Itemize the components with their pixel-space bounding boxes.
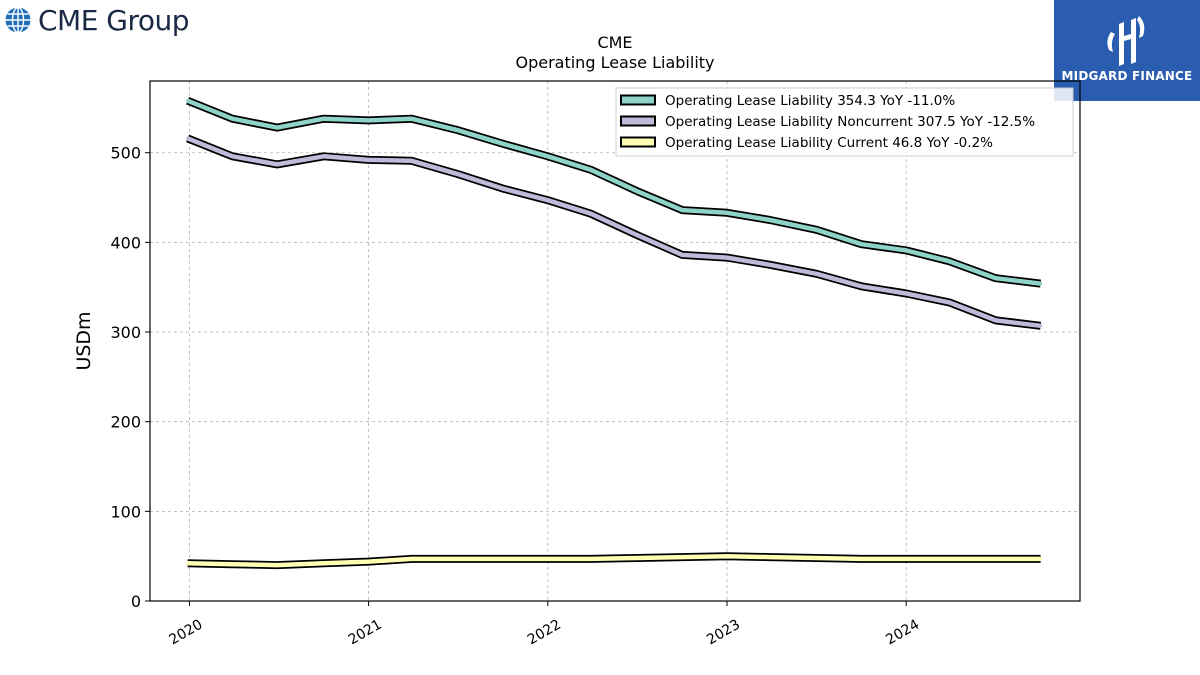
series-point [859,284,864,288]
midgard-finance-logo-text: MIDGARD FINANCE [1061,69,1193,83]
series-point [367,118,371,122]
series-point [1039,557,1043,561]
series-line [186,136,1041,329]
legend-label: Operating Lease Liability Current 46.8 Y… [665,135,993,151]
series-point [815,556,819,560]
x-tick-label: 2024 [883,617,922,649]
y-tick-label: 500 [110,144,141,163]
series-point [994,276,998,280]
series-point [635,556,640,560]
series-point [546,154,550,158]
series-point [275,563,279,567]
series-point [589,557,593,561]
series-point [725,554,729,558]
cme-group-logo: CME Group [4,2,190,38]
y-tick-label: 300 [110,323,141,342]
globe-icon [5,6,31,34]
series-point [501,557,505,561]
plot-frame [149,80,1081,602]
series-point [994,557,998,561]
y-tick-label: 0 [131,592,141,611]
axes: 0 100 200 300 400 500 2020 2021 2022 2023 2024 [110,144,922,649]
series-point [768,218,772,222]
series-point [904,557,908,561]
series-line [186,98,1041,286]
series-point [725,211,729,215]
series-point [230,154,234,158]
legend-swatch [620,136,656,148]
midgard-finance-logo: MIDGARD FINANCE [1054,0,1200,101]
series-point [275,126,279,130]
series-point [186,561,190,565]
series-point [230,117,234,121]
series-point [768,263,772,267]
series-point [410,117,414,121]
y-tick-label: 200 [110,413,141,432]
series-line-outline [186,134,1042,330]
series-point [815,228,819,232]
series-point [501,187,505,191]
x-tick-label: 2021 [346,617,385,649]
series-point [456,172,460,176]
series-point [186,99,190,103]
series-layer [186,96,1043,570]
series-point [680,208,684,212]
legend-label: Operating Lease Liability Noncurrent 307… [665,114,1035,130]
series-point [456,128,460,132]
cme-group-logo-text: CME Group [38,3,190,37]
series-point [635,233,640,237]
x-tick-label: 2022 [525,617,564,649]
y-tick-label: 100 [110,502,141,521]
series-point [815,272,819,276]
series-point [904,248,908,252]
series-point [410,557,414,561]
series-point [546,198,550,202]
series-point [680,253,684,257]
series-point [947,259,951,263]
series-point [947,300,951,304]
series-point [322,117,326,121]
series-point [589,212,593,216]
series-point [680,555,684,559]
series-point [456,557,460,561]
series-point [947,557,951,561]
legend: Operating Lease Liability 354.3 YoY -11.… [615,87,1074,157]
series-point [1039,324,1043,328]
series-point [410,159,414,163]
series-point [322,154,326,158]
midgard-emblem-icon [1107,16,1145,66]
series-point [230,562,234,566]
legend-label: Operating Lease Liability 354.3 YoY -11.… [665,93,955,109]
series-point [322,561,326,565]
series-point [994,318,998,322]
series-point [725,256,729,260]
x-tick-label: 2023 [704,617,743,649]
series-point [589,168,593,172]
y-axis-label: USDm [73,311,95,370]
series-point [275,162,279,166]
series-point [186,136,190,140]
y-tick-label: 400 [110,233,141,252]
series-point [859,242,864,246]
series-point [367,560,371,564]
legend-swatch [620,94,656,106]
series-point [859,557,864,561]
series-point [1039,282,1043,286]
x-tick-label: 2020 [167,617,206,649]
series-point [367,158,371,162]
legend-box [615,87,1074,157]
series-line [187,553,1041,568]
series-point [768,555,772,559]
chart-subtitle: Operating Lease Liability [515,53,714,72]
series-point [904,291,908,296]
chart-title: CME [597,33,632,52]
series-point [546,557,550,561]
legend-swatch [620,115,656,127]
series-point [635,189,640,193]
series-point [501,142,505,146]
